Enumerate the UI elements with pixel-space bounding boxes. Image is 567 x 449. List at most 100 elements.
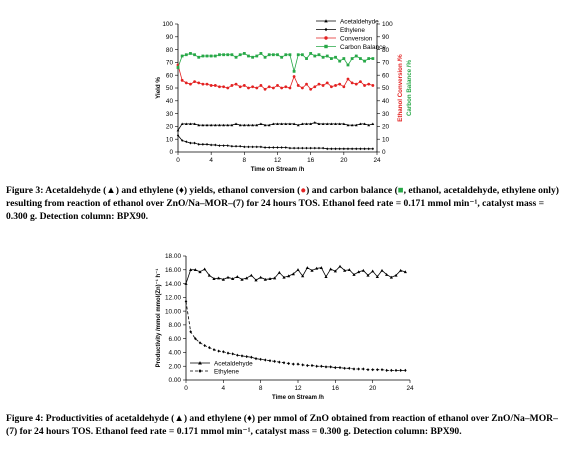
x-tick-label: 20 [369,385,377,392]
data-point [357,270,361,274]
data-point [329,57,333,60]
caption-text: ) per mmol of ZnO obtained from reaction… [6,413,558,438]
data-point [366,368,370,372]
data-point [301,363,304,367]
data-point [338,82,342,86]
data-point [310,363,314,368]
data-point [251,85,255,89]
data-point [272,146,275,149]
data-point [184,281,188,285]
data-point [329,85,333,89]
data-point [203,343,206,348]
data-point [297,146,300,150]
x-tick-label: 4 [209,157,213,164]
data-point [326,147,329,151]
data-point [300,86,304,90]
data-point [203,267,207,271]
y-tick-label: 80 [166,47,174,54]
data-point [315,266,319,270]
y-axis-title: Productivity /mmol mmol(Zn)⁻¹ h⁻¹ [155,269,162,368]
legend-label: Ethylene [214,368,239,375]
y-tick-label: 30 [166,111,174,118]
caption-text: ) and ethylene ( [183,413,247,424]
data-point [180,122,184,125]
right-y-tick-label: 20 [382,124,390,131]
data-point [317,82,321,86]
green-square-symbol-icon: ■ [397,185,404,196]
data-point [239,144,242,148]
data-point [282,361,286,365]
data-point [309,146,312,150]
data-point [221,277,225,281]
y-tick-label: 14.00 [165,281,181,288]
data-point [197,123,201,127]
data-point [245,276,249,280]
data-point [263,146,267,149]
data-point [276,122,279,125]
x-axis-title: Time on Stream /h [251,166,305,173]
data-point [324,275,328,278]
x-tick-label: 8 [259,385,263,392]
data-point [217,276,221,280]
data-point [193,122,196,125]
data-point [310,268,314,272]
data-point [212,277,216,281]
y-tick-label: 90 [166,34,174,41]
data-point [338,264,342,268]
data-point [184,53,188,57]
y-tick-label: 0.00 [169,377,182,384]
data-point [309,52,313,55]
y-axis-title: Yield % [155,77,162,99]
data-point [288,122,292,125]
y-tick-label: 40 [166,98,174,105]
data-point [321,122,325,125]
data-point [230,123,234,127]
data-point [292,362,295,366]
data-point [292,69,296,73]
data-point [189,52,192,55]
data-point [399,368,402,372]
x-tick-label: 16 [307,157,315,164]
data-point [338,366,342,370]
x-tick-label: 8 [243,157,247,164]
data-point [176,66,180,69]
data-point [354,123,358,127]
data-point [278,360,281,364]
data-point [193,53,196,57]
data-point [193,141,196,145]
legend-label: Carbon Balance [340,44,386,51]
data-point [273,276,277,280]
data-point [385,368,388,372]
data-point [367,123,371,127]
data-point [238,123,242,127]
caption-text: Figure 3: Acetaldehyde ( [6,185,107,196]
data-point [193,80,196,83]
data-point [321,55,325,59]
data-point [259,52,263,55]
data-point [273,359,276,363]
data-point [352,367,356,371]
data-point [346,77,350,81]
data-point [243,145,246,149]
data-point [319,266,323,269]
triangle-symbol-icon: ▲ [174,413,184,424]
data-point [352,273,356,276]
data-point [342,57,346,60]
data-point [313,85,317,89]
data-point [334,366,337,370]
data-point [296,268,300,272]
y-tick-label: 100 [162,21,173,28]
data-point [255,54,259,58]
data-point [271,53,275,57]
right-y-tick-label: 10 [382,136,390,143]
data-point [254,357,258,361]
data-point [403,270,407,274]
data-point [207,273,211,277]
data-point [267,53,271,57]
data-point [210,143,213,147]
data-point [346,123,350,127]
data-point [267,123,271,127]
diamond-symbol-icon: ♦ [178,185,184,196]
data-point [309,87,313,91]
data-point [313,146,316,150]
